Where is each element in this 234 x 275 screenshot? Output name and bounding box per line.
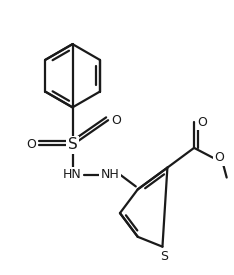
Text: HN: HN bbox=[63, 168, 82, 181]
Text: O: O bbox=[197, 116, 207, 129]
Text: S: S bbox=[68, 138, 77, 152]
Text: O: O bbox=[214, 151, 224, 164]
Text: O: O bbox=[26, 138, 36, 152]
Text: NH: NH bbox=[101, 168, 120, 181]
Text: S: S bbox=[161, 250, 168, 263]
Text: O: O bbox=[111, 114, 121, 127]
